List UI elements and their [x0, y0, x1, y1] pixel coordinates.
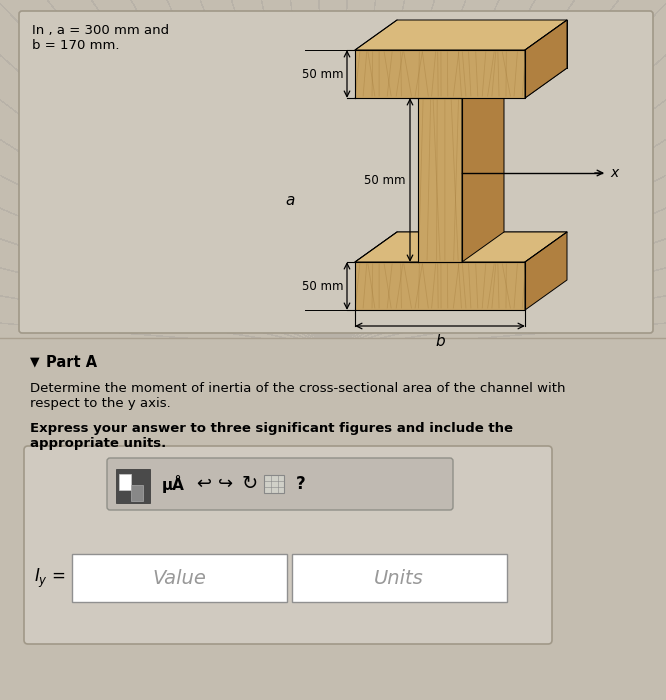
Text: x: x: [610, 166, 618, 180]
Text: In , a = 300 mm and: In , a = 300 mm and: [32, 24, 169, 37]
Text: Part A: Part A: [46, 355, 97, 370]
Polygon shape: [355, 68, 460, 98]
Text: b = 170 mm.: b = 170 mm.: [32, 39, 119, 52]
Text: 50 mm: 50 mm: [302, 279, 343, 293]
Text: ▼: ▼: [30, 355, 39, 368]
Text: Determine the moment of inertia of the cross-sectional area of the channel with: Determine the moment of inertia of the c…: [30, 382, 565, 395]
Text: 50 mm: 50 mm: [364, 174, 406, 186]
Text: appropriate units.: appropriate units.: [30, 437, 166, 450]
Polygon shape: [525, 232, 567, 310]
Text: ?: ?: [296, 475, 306, 493]
Text: ↻: ↻: [242, 475, 258, 493]
Bar: [116, 469, 150, 503]
FancyBboxPatch shape: [19, 11, 653, 333]
Polygon shape: [418, 68, 504, 98]
FancyBboxPatch shape: [107, 458, 453, 510]
Text: Value: Value: [152, 568, 206, 587]
Text: Express your answer to three significant figures and include the: Express your answer to three significant…: [30, 422, 513, 435]
Text: $I_y$ =: $I_y$ =: [34, 566, 66, 589]
Text: 50 mm: 50 mm: [302, 67, 343, 80]
Polygon shape: [462, 68, 567, 98]
Polygon shape: [355, 232, 567, 262]
Bar: [292, 554, 507, 602]
Polygon shape: [462, 232, 567, 262]
Polygon shape: [355, 20, 567, 50]
Text: ↩: ↩: [196, 475, 211, 493]
Text: respect to the y axis.: respect to the y axis.: [30, 397, 170, 410]
Polygon shape: [418, 98, 462, 262]
Polygon shape: [525, 20, 567, 98]
Text: μÅ: μÅ: [162, 475, 185, 493]
Bar: [131, 485, 143, 501]
Polygon shape: [355, 232, 460, 262]
Text: ↪: ↪: [218, 475, 233, 493]
Bar: [72, 554, 287, 602]
Bar: [0, 338, 666, 700]
FancyBboxPatch shape: [24, 446, 552, 644]
Text: a: a: [285, 193, 294, 209]
Text: b: b: [435, 334, 445, 349]
Text: Units: Units: [374, 568, 424, 587]
Bar: [119, 474, 131, 490]
Polygon shape: [355, 50, 525, 98]
Polygon shape: [462, 68, 504, 262]
Polygon shape: [355, 262, 525, 310]
Bar: [264, 475, 284, 493]
